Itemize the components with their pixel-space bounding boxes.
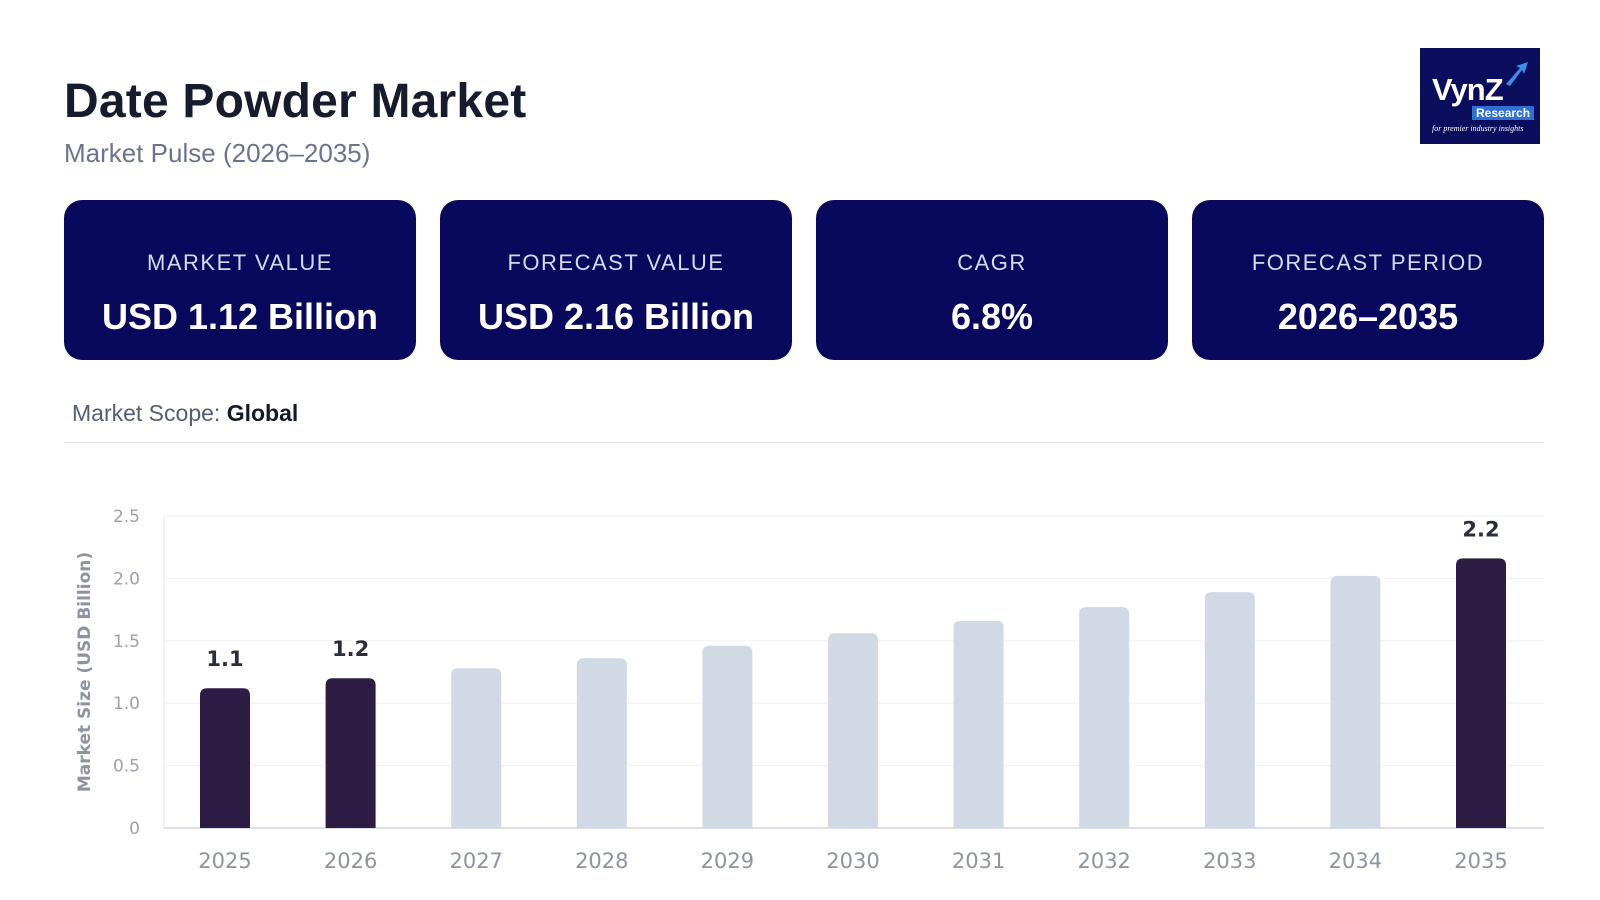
market-scope: Market Scope: Global (72, 400, 298, 427)
x-tick-label: 2035 (1454, 849, 1507, 873)
logo-wordmark: VynZ (1432, 72, 1504, 107)
x-tick-label: 2028 (575, 849, 628, 873)
card-label: CAGR (957, 250, 1027, 275)
y-tick-label: 2.0 (113, 569, 140, 589)
x-tick-label: 2030 (826, 849, 879, 873)
logo-tagline: for premier industry insights (1432, 124, 1524, 133)
page-subtitle: Market Pulse (2026–2035) (64, 138, 371, 168)
divider (64, 442, 1544, 443)
logo-subtext: Research (1472, 106, 1535, 120)
y-tick-label: 0 (129, 819, 140, 839)
y-tick-label: 0.5 (113, 757, 140, 777)
page-title: Date Powder Market (64, 75, 527, 128)
y-tick-label: 1.0 (113, 694, 140, 714)
bar-2030 (828, 633, 878, 828)
bar-2026 (325, 678, 376, 828)
y-axis-label: Market Size (USD Billion) (75, 552, 95, 792)
x-tick-label: 2029 (701, 849, 754, 873)
market-value-card: MARKET VALUE USD 1.12 Billion (64, 200, 416, 360)
data-label: 1.2 (332, 637, 369, 661)
x-tick-label: 2027 (449, 849, 502, 873)
card-value: USD 2.16 Billion (477, 296, 755, 337)
x-tick-label: 2025 (198, 849, 251, 873)
bar-2027 (451, 668, 502, 828)
x-tick-label: 2032 (1077, 849, 1130, 873)
cagr-card: CAGR 6.8% (816, 200, 1168, 360)
bar-2025 (200, 688, 250, 828)
bar-2033 (1204, 592, 1255, 828)
card-label: MARKET VALUE (147, 250, 333, 275)
bar-2034 (1330, 575, 1381, 828)
forecast-period-card: FORECAST PERIOD 2026–2035 (1192, 200, 1544, 360)
x-tick-label: 2033 (1203, 849, 1256, 873)
data-label: 1.1 (206, 647, 243, 671)
x-tick-label: 2034 (1329, 849, 1382, 873)
bar-2028 (576, 658, 627, 828)
market-scope-value: Global (226, 400, 299, 426)
bar-2029 (702, 645, 753, 828)
bar-2035 (1456, 558, 1506, 828)
x-tick-label: 2026 (324, 849, 377, 873)
market-scope-label: Market Scope: (72, 400, 221, 426)
card-value: 6.8% (950, 296, 1034, 337)
y-tick-label: 2.5 (113, 507, 140, 527)
card-value: 2026–2035 (1277, 296, 1459, 337)
bar-2032 (1079, 607, 1130, 828)
y-tick-label: 1.5 (113, 632, 140, 652)
card-label: FORECAST VALUE (507, 250, 725, 275)
card-label: FORECAST PERIOD (1251, 250, 1485, 275)
card-value: USD 1.12 Billion (101, 296, 379, 337)
vynz-logo: VynZ Research for premier industry insig… (1420, 48, 1540, 144)
bar-2031 (953, 620, 1004, 828)
arrow-icon (1506, 62, 1528, 86)
x-tick-label: 2031 (952, 849, 1005, 873)
forecast-value-card: FORECAST VALUE USD 2.16 Billion (440, 200, 792, 360)
data-label: 2.2 (1462, 517, 1499, 541)
